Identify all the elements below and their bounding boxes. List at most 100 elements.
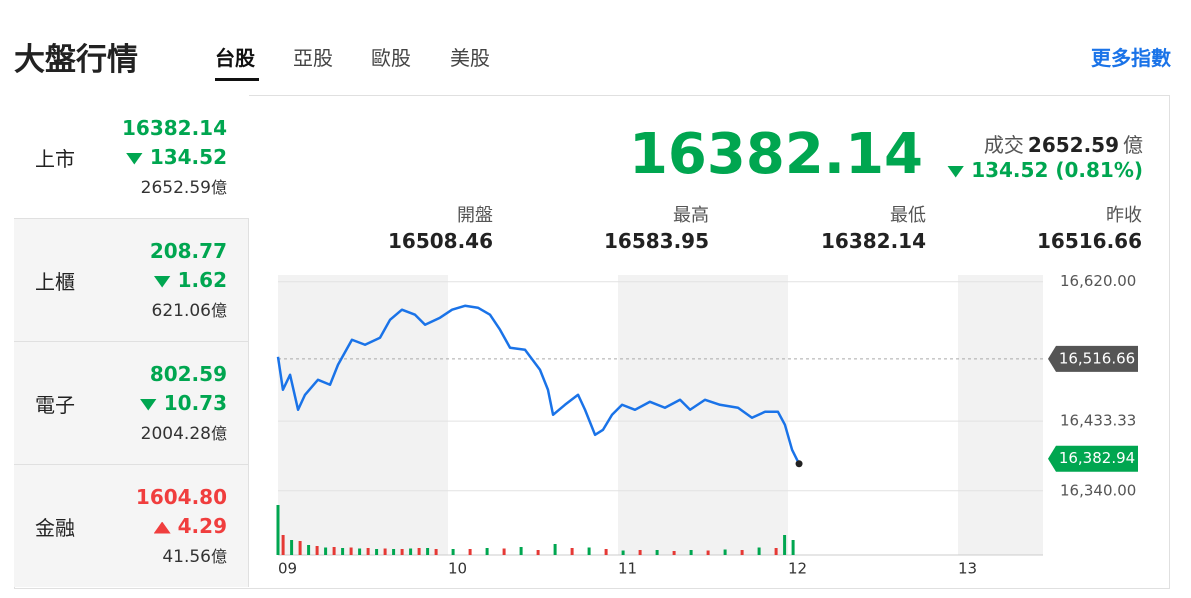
index-change: 1.62 (153, 268, 227, 292)
page-title: 大盤行情 (14, 42, 138, 78)
volume-bar (553, 544, 557, 555)
volume-bar (366, 548, 370, 555)
volume-bar (417, 548, 421, 555)
volume-bar (307, 545, 311, 555)
summary-value: 16382.14 (628, 122, 923, 187)
volume-bar (604, 549, 608, 555)
index-row[interactable] (14, 218, 249, 341)
volume-bar (281, 535, 285, 555)
stat-value: 16583.95 (603, 229, 709, 253)
volume-bar (290, 540, 294, 555)
trend-arrow (125, 152, 143, 165)
summary-change: 134.52 (0.81%) (947, 158, 1143, 182)
stat-label: 昨收 (1106, 205, 1142, 226)
change-value: 10.73 (163, 391, 227, 415)
volume-bar (757, 547, 761, 555)
index-name: 上櫃 (35, 270, 75, 294)
index-name: 電子 (35, 393, 75, 417)
volume-bar (502, 548, 506, 555)
more-link[interactable]: 更多指數 (1091, 46, 1171, 70)
index-value: 802.59 (149, 362, 227, 386)
stat-label: 最低 (890, 205, 926, 226)
volume-bar (706, 550, 710, 555)
index-row[interactable] (14, 464, 249, 587)
volume-bar (621, 550, 625, 555)
volume-bar (485, 548, 489, 555)
change-value: 134.52 (149, 145, 227, 169)
reference-label: 16,516.66 (1059, 349, 1135, 367)
volume-bar (468, 549, 472, 555)
volume-bar (332, 547, 336, 555)
volume-bar (383, 548, 387, 555)
volume-bar (392, 549, 396, 555)
volume-unit: 億 (210, 424, 227, 443)
volume-bar (536, 550, 540, 555)
index-change: 134.52 (125, 145, 227, 169)
y-tick-label: 16,433.33 (1060, 412, 1136, 430)
stat-value: 16516.66 (1036, 229, 1142, 253)
volume-bar (791, 540, 795, 555)
change-value: 1.62 (177, 268, 227, 292)
volume-value: 2652.59 (140, 178, 211, 198)
index-volume: 41.56億 (162, 543, 227, 567)
volume-unit: 億 (210, 178, 227, 197)
tab[interactable]: 台股 (215, 46, 255, 70)
volume-bar (341, 548, 345, 555)
x-tick-label: 09 (278, 560, 297, 578)
volume-bar (638, 550, 642, 555)
last-point (795, 460, 803, 468)
last-price-label: 16,382.94 (1059, 449, 1135, 467)
index-volume: 2004.28億 (141, 420, 227, 444)
volume-value: 41.56 (162, 547, 211, 567)
stat-value: 16382.14 (820, 229, 926, 253)
volume-bar (324, 547, 328, 555)
stat-label: 最高 (673, 205, 709, 226)
trend-arrow (153, 521, 171, 534)
volume-unit: 億 (210, 301, 227, 320)
volume-bar (400, 549, 404, 555)
tab[interactable]: 亞股 (293, 46, 333, 70)
price-line (276, 304, 801, 465)
index-name: 上市 (35, 147, 75, 171)
index-name: 金融 (35, 516, 75, 540)
trend-arrow (139, 398, 157, 411)
volume-bar (783, 535, 787, 555)
volume-bar (451, 549, 455, 555)
volume-bar (774, 548, 778, 555)
x-tick-label: 11 (618, 560, 637, 578)
x-tick-label: 10 (448, 560, 467, 578)
volume-bar (315, 546, 319, 555)
index-volume: 621.06億 (152, 297, 228, 321)
x-tick-label: 13 (958, 560, 977, 578)
volume-unit: 億 (1123, 133, 1143, 157)
volume-bar (689, 550, 693, 555)
volume-value: 621.06 (151, 301, 211, 321)
volume-bar (276, 505, 280, 555)
volume-bar (298, 541, 302, 555)
tab[interactable]: 歐股 (371, 46, 411, 70)
volume-bar (570, 548, 574, 555)
volume-value: 2004.28 (140, 424, 211, 444)
volume-bar (519, 547, 523, 555)
volume-bar (426, 548, 430, 555)
tab[interactable]: 美股 (450, 46, 490, 70)
trend-arrow (947, 165, 965, 178)
volume-bar (740, 550, 744, 555)
change-value: 134.52 (0.81%) (971, 158, 1143, 182)
volume-bar (723, 549, 727, 555)
volume-bar (587, 547, 591, 555)
index-value: 208.77 (149, 239, 227, 263)
volume-bar (358, 548, 362, 555)
volume-bar (434, 549, 438, 555)
volume-value: 2652.59 (1027, 133, 1119, 157)
volume-label: 成交 (983, 133, 1024, 157)
summary-volume: 成交 2652.59 億 (984, 129, 1143, 158)
index-row[interactable] (14, 341, 249, 464)
session-band (958, 275, 1043, 555)
y-tick-label: 16,340.00 (1060, 481, 1136, 499)
tab-indicator (215, 78, 259, 81)
reference-tag (1048, 345, 1138, 372)
change-value: 4.29 (177, 514, 227, 538)
